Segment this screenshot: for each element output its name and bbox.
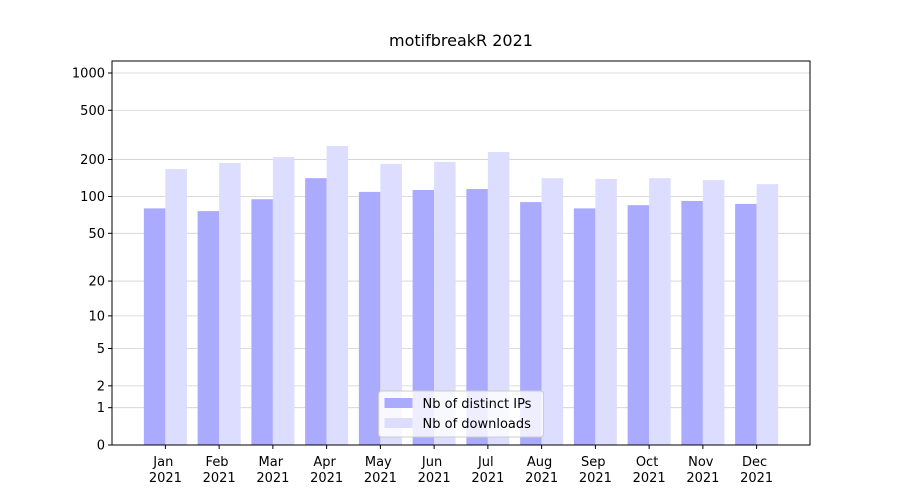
- y-tick-label: 5: [97, 342, 105, 357]
- legend-box: [378, 390, 544, 438]
- bar: [380, 163, 402, 445]
- bar: [412, 189, 435, 445]
- x-tick-label: Feb 2021: [203, 455, 236, 486]
- y-tick-label: 100: [80, 190, 105, 205]
- x-tick-label: Dec 2021: [740, 455, 773, 486]
- bar: [649, 178, 671, 445]
- bar: [520, 202, 542, 445]
- bar: [219, 163, 241, 446]
- bar: [197, 211, 220, 445]
- bar: [541, 178, 564, 445]
- bar: [326, 146, 349, 445]
- y-tick-label: 1000: [72, 67, 105, 82]
- bar: [681, 200, 703, 445]
- x-tick-label: Jan 2021: [149, 455, 182, 486]
- y-tick-label: 10: [88, 309, 105, 324]
- x-tick-label: Nov 2021: [686, 455, 719, 486]
- bar: [702, 180, 725, 445]
- y-tick-label: 50: [88, 227, 105, 242]
- x-tick-label: Oct 2021: [633, 455, 666, 486]
- bar: [251, 199, 273, 445]
- legend-label: Nb of downloads: [423, 417, 532, 432]
- bar: [305, 178, 327, 445]
- bar: [466, 189, 488, 445]
- x-tick-label: Sep 2021: [579, 455, 612, 486]
- x-tick-label: Apr 2021: [310, 455, 343, 486]
- y-tick-label: 2: [97, 379, 105, 394]
- x-tick-label: Jul 2021: [471, 455, 504, 486]
- bar: [627, 205, 650, 445]
- legend-swatch: [384, 418, 413, 428]
- x-tick-label: May 2021: [364, 455, 397, 486]
- bar: [756, 184, 779, 445]
- bar: [358, 191, 381, 445]
- bar: [143, 208, 166, 445]
- bar: [735, 203, 757, 445]
- bar: [595, 178, 617, 445]
- y-tick-label: 20: [88, 275, 105, 290]
- x-tick-label: Mar 2021: [256, 455, 289, 486]
- bar: [272, 157, 295, 445]
- chart-title: motifbreakR 2021: [389, 31, 533, 50]
- y-tick-label: 200: [80, 153, 105, 168]
- x-tick-label: Jun 2021: [418, 455, 451, 486]
- x-tick-label: Aug 2021: [525, 455, 558, 486]
- bar: [487, 151, 510, 445]
- legend-swatch: [384, 398, 413, 408]
- y-tick-label: 0: [97, 439, 105, 454]
- bar: [165, 169, 187, 446]
- plot-frame: [111, 60, 811, 446]
- bar: [573, 208, 596, 445]
- y-tick-label: 500: [80, 104, 105, 119]
- y-tick-label: 1: [97, 401, 105, 416]
- legend-label: Nb of distinct IPs: [423, 397, 532, 412]
- bar: [434, 161, 456, 446]
